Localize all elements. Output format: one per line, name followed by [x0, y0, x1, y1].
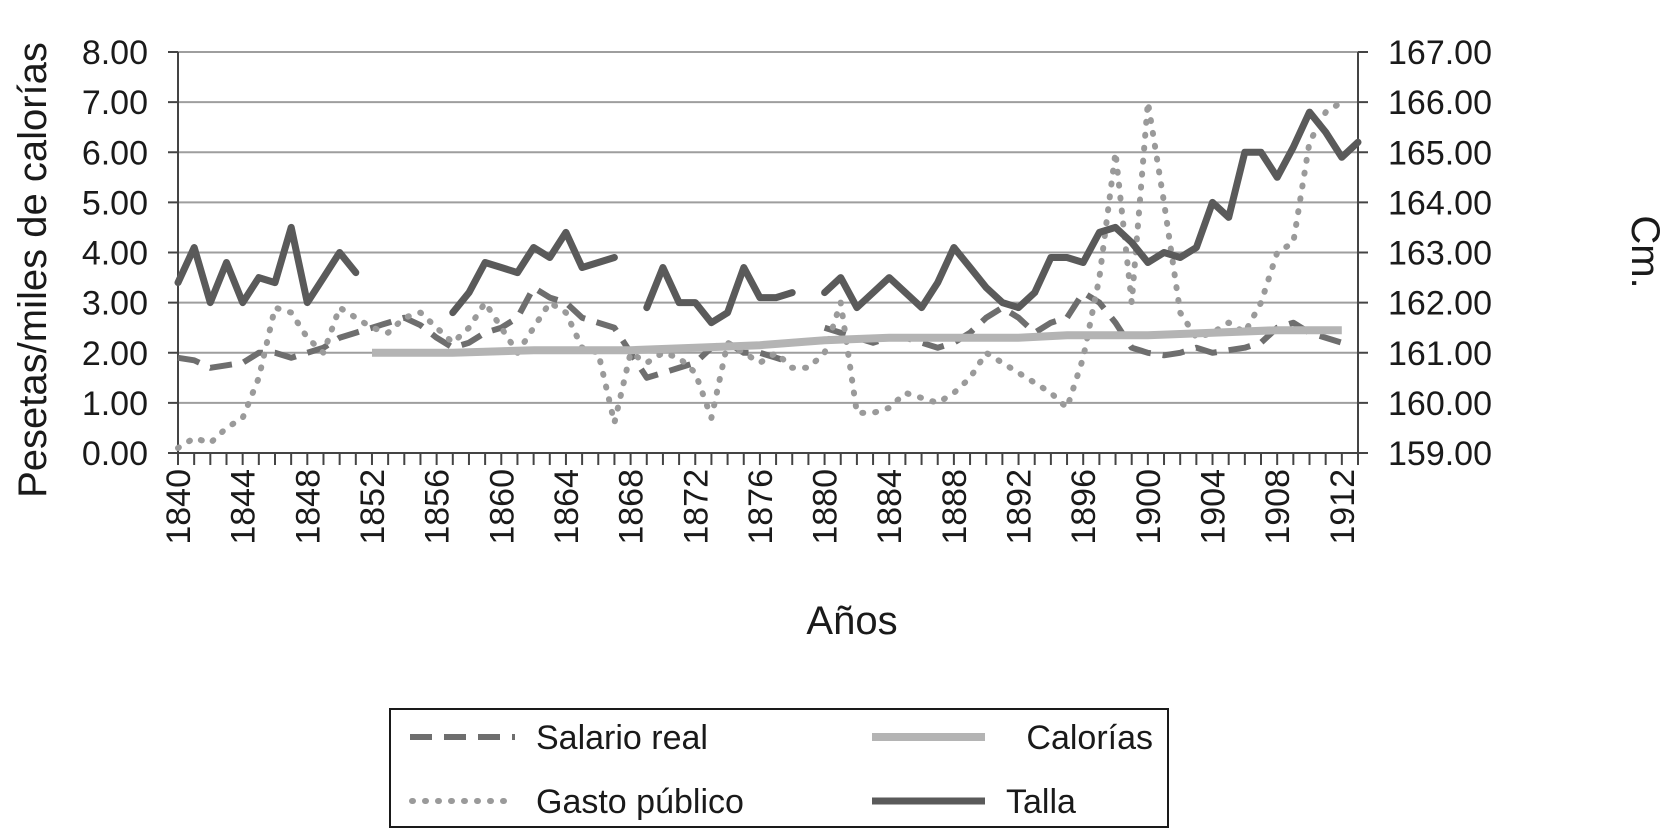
right-y-tick-label: 162.00 [1388, 285, 1492, 323]
legend-label-salario-real: Salario real [536, 719, 708, 757]
right-y-tick-label: 164.00 [1388, 184, 1492, 222]
left-y-tick-label: 5.00 [82, 184, 148, 222]
series-line-talla [821, 108, 1362, 312]
right-y-tick-label: 163.00 [1388, 235, 1492, 273]
x-tick-label: 1900 [1130, 469, 1168, 545]
left-y-tick-label: 3.00 [82, 285, 148, 323]
x-tick-label: 1840 [160, 469, 198, 545]
left-y-tick-label: 1.00 [82, 385, 148, 423]
x-tick-label: 1860 [483, 469, 521, 545]
series-line-calorias [372, 326, 1342, 357]
x-tick-label: 1856 [419, 469, 457, 545]
x-tick-label: 1880 [807, 469, 845, 545]
x-tick-label: 1888 [936, 469, 974, 545]
x-tick-label: 1892 [1001, 469, 1039, 545]
right-y-tick-label: 159.00 [1388, 435, 1492, 473]
left-y-tick-label: 0.00 [82, 435, 148, 473]
x-tick-label: 1908 [1259, 469, 1297, 545]
x-tick-label: 1864 [548, 469, 586, 545]
x-tick-label: 1896 [1065, 469, 1103, 545]
series-line-talla [174, 223, 360, 307]
left-y-tick-label: 7.00 [82, 84, 148, 122]
left-y-axis-title: Pesetas/miles de calorías [11, 42, 55, 498]
series-line-salario-real [177, 284, 794, 381]
series-lines [174, 99, 1362, 451]
series-line-gasto-publico [175, 99, 1345, 451]
left-y-tick-label: 2.00 [82, 335, 148, 373]
left-y-tick-label: 6.00 [82, 134, 148, 172]
legend-label-calorias: Calorías [1026, 719, 1153, 757]
right-y-tick-label: 160.00 [1388, 385, 1492, 423]
right-y-tick-label: 165.00 [1388, 134, 1492, 172]
right-y-tick-label: 167.00 [1388, 34, 1492, 72]
x-tick-label: 1876 [742, 469, 780, 545]
right-y-tick-label: 161.00 [1388, 335, 1492, 373]
right-y-tick-label: 166.00 [1388, 84, 1492, 122]
x-tick-label: 1852 [354, 469, 392, 545]
x-tick-label: 1872 [677, 469, 715, 545]
x-axis-title: Años [806, 599, 897, 643]
legend-label-talla: Talla [1006, 783, 1076, 821]
tick-labels: 0.00 159.00 1.00 160.00 2.00 161.00 3.00 162.00… [82, 34, 1492, 545]
legend-label-gasto-publico: Gasto público [536, 783, 744, 821]
x-tick-label: 1848 [289, 469, 327, 545]
left-y-tick-label: 4.00 [82, 235, 148, 273]
x-tick-label: 1912 [1324, 469, 1362, 545]
x-tick-label: 1904 [1195, 469, 1233, 545]
series-line-talla [449, 228, 618, 317]
legend: Salario real Calorías Gasto público Tall… [389, 708, 1169, 828]
x-tick-label: 1868 [613, 469, 651, 545]
left-y-tick-label: 8.00 [82, 34, 148, 72]
x-tick-label: 1884 [871, 469, 909, 545]
x-tick-label: 1844 [225, 469, 263, 545]
legend-box [389, 708, 1169, 828]
right-y-axis-title: Cm. [1623, 215, 1662, 288]
series-line-talla [643, 264, 796, 327]
axes [168, 51, 1368, 465]
gridlines [178, 51, 1358, 454]
